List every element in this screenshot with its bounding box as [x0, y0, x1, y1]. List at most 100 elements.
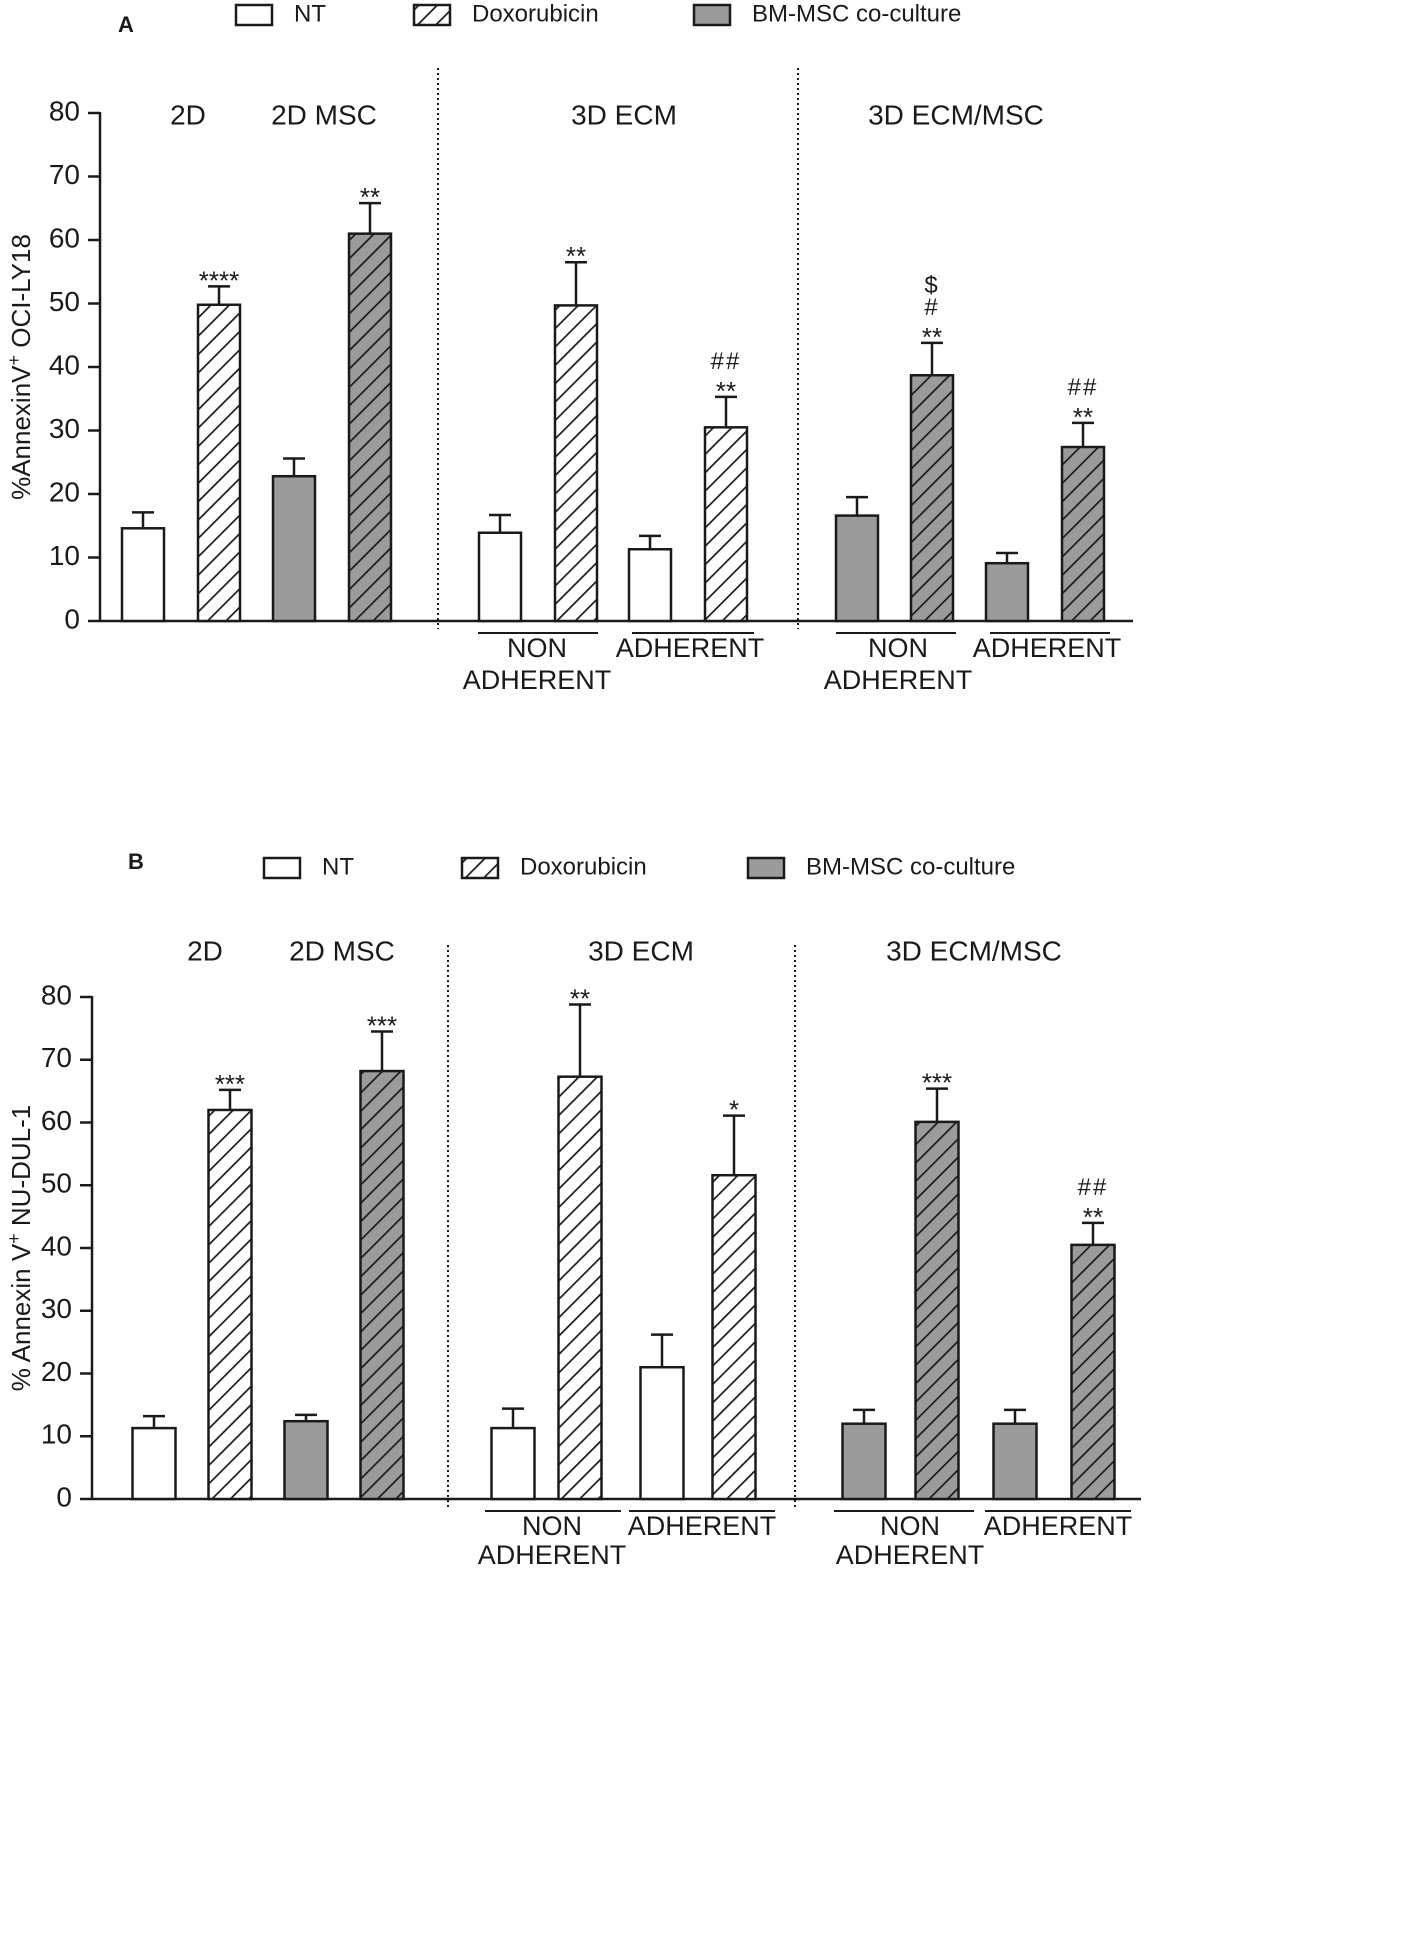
legend-label: Doxorubicin [472, 0, 599, 27]
bar-group [120, 511, 166, 623]
legend-swatch-hatched [460, 856, 500, 880]
bar-group: **** [196, 265, 242, 623]
y-tick-label: 50 [49, 286, 80, 317]
bar [131, 1426, 177, 1501]
y-tick-label: 80 [49, 95, 80, 126]
bar-group: * [711, 1095, 757, 1501]
bar-group [283, 1413, 329, 1501]
y-tick-label: 70 [49, 159, 80, 190]
significance-label: ** [360, 182, 380, 212]
bar [627, 547, 673, 623]
significance-label: *** [922, 1068, 952, 1098]
bar [834, 514, 880, 623]
subgroup-label: NON [507, 633, 567, 663]
y-tick-label: 30 [49, 413, 80, 444]
significance-label: *** [367, 1011, 397, 1041]
y-axis: 0 10 20 30 40 50 60 70 80 [49, 95, 102, 634]
bar [120, 527, 166, 623]
bar-group: **## [1070, 1174, 1116, 1501]
chart-panel-a: A NT Doxorubicin BM-MSC co-culture 2D 2D MSC 3… [4, 0, 1133, 695]
significance-label: # [924, 294, 939, 321]
y-axis-label-rest: NU-DUL-1 [6, 1105, 36, 1234]
bar-group: **## [1060, 374, 1106, 623]
y-tick-label: 10 [41, 1419, 72, 1450]
y-axis-label-rest: OCI-LY18 [6, 234, 36, 355]
group-header: 3D ECM [588, 935, 694, 966]
legend-swatch-gray [746, 856, 786, 880]
legend-swatch-open [234, 3, 274, 27]
bar-group [477, 513, 523, 623]
y-tick-label: 20 [41, 1356, 72, 1387]
significance-label: ** [922, 322, 942, 352]
legend: NT Doxorubicin BM-MSC co-culture [234, 0, 961, 27]
panel-letter: A [118, 12, 134, 37]
bar [984, 561, 1030, 623]
subgroup-label: ADHERENT [616, 633, 765, 663]
chart-panel-b: B NT Doxorubicin BM-MSC co-culture 2D 2D MSC 3… [4, 849, 1141, 1570]
subgroup-label: ADHERENT [973, 633, 1122, 663]
legend-swatch-gray [692, 3, 732, 27]
significance-label: ** [1083, 1202, 1103, 1232]
legend-swatch-open [262, 856, 302, 880]
bar-group [841, 1408, 887, 1501]
significance-label: * [729, 1095, 739, 1125]
y-tick-label: 80 [41, 979, 72, 1010]
significance-label: ** [570, 984, 590, 1014]
bar [909, 374, 955, 623]
significance-label: ## [711, 348, 742, 375]
bar [347, 232, 393, 623]
y-tick-label: 50 [41, 1168, 72, 1199]
bar-group [271, 457, 317, 623]
bar [477, 531, 523, 623]
y-tick-label: 10 [49, 540, 80, 571]
bar [639, 1365, 685, 1501]
significance-label: ** [716, 376, 736, 406]
significance-label: $ [924, 272, 939, 299]
bar-group: **#$ [909, 272, 955, 623]
significance-label: ## [1078, 1174, 1109, 1201]
group-header: 2D [170, 99, 206, 130]
y-tick-label: 40 [49, 349, 80, 380]
bar-group: ** [553, 241, 599, 623]
y-axis-label: % Annexin V+ NU-DUL-1 [4, 1105, 36, 1392]
y-tick-label: 60 [49, 222, 80, 253]
legend: NT Doxorubicin BM-MSC co-culture [262, 853, 1015, 880]
y-axis-label-main: %AnnexinV [6, 365, 36, 500]
bar [914, 1120, 960, 1501]
bar [1060, 445, 1106, 623]
legend-label: NT [322, 853, 354, 880]
legend-label: Doxorubicin [520, 853, 647, 880]
subgroup-label: ADHERENT [478, 1540, 627, 1570]
y-tick-label: 60 [41, 1105, 72, 1136]
bar [359, 1069, 405, 1501]
y-axis-label-sup: + [4, 355, 24, 366]
bar [283, 1419, 329, 1501]
legend-label: BM-MSC co-culture [752, 0, 961, 27]
panel-letter: B [128, 849, 144, 874]
bar [553, 304, 599, 623]
bar-group [639, 1333, 685, 1501]
group-header: 2D MSC [271, 99, 377, 130]
group-header: 3D ECM/MSC [868, 99, 1044, 130]
y-axis-label: %AnnexinV+ OCI-LY18 [4, 234, 36, 500]
bar-group [834, 495, 880, 623]
subgroup-label: NON [522, 1511, 582, 1541]
y-tick-label: 0 [64, 603, 80, 634]
bar [992, 1422, 1038, 1501]
significance-label: ** [1073, 402, 1093, 432]
bar [703, 426, 749, 623]
significance-label: *** [215, 1069, 245, 1099]
group-header: 2D [187, 935, 223, 966]
subgroup-label: NON [868, 633, 928, 663]
bar [1070, 1243, 1116, 1501]
y-axis-label-main: % Annexin V [6, 1243, 36, 1391]
bar-group: *** [914, 1068, 960, 1501]
legend-swatch-hatched [412, 3, 452, 27]
group-header: 2D MSC [289, 935, 395, 966]
bar [711, 1173, 757, 1501]
bar-group [490, 1407, 536, 1501]
subgroup-label: ADHERENT [463, 665, 612, 695]
y-axis-label-sup: + [4, 1233, 24, 1244]
significance-label: ## [1068, 374, 1099, 401]
